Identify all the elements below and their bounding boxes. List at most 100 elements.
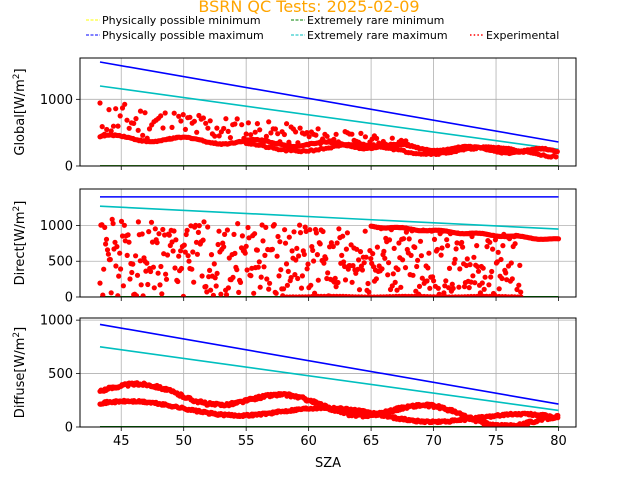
data-point — [205, 224, 211, 230]
data-point — [110, 220, 116, 227]
data-point — [315, 126, 321, 132]
data-point — [199, 273, 205, 279]
data-point — [252, 231, 258, 237]
data-point — [205, 125, 211, 131]
data-point — [144, 260, 150, 266]
data-point — [357, 249, 364, 255]
data-point — [254, 121, 260, 127]
data-point — [103, 241, 109, 247]
data-point — [323, 256, 329, 262]
data-point — [359, 267, 365, 273]
data-point — [166, 232, 172, 238]
data-point — [479, 280, 485, 286]
data-point — [274, 253, 280, 259]
data-point — [140, 293, 146, 297]
data-point — [208, 287, 214, 293]
data-point — [182, 249, 188, 255]
data-point — [400, 257, 406, 263]
data-point — [159, 291, 165, 297]
data-point — [488, 274, 494, 280]
data-point — [257, 127, 263, 133]
data-point — [189, 266, 195, 272]
data-point — [553, 154, 559, 160]
data-point — [145, 281, 151, 288]
data-point — [499, 275, 505, 282]
data-point — [180, 112, 186, 118]
data-point — [137, 258, 143, 264]
line-er-max — [99, 205, 559, 230]
data-point — [97, 100, 103, 106]
data-point — [459, 239, 465, 246]
data-point — [401, 236, 407, 242]
data-point — [117, 250, 123, 256]
data-point — [245, 224, 251, 231]
data-point — [163, 271, 169, 277]
data-point — [435, 285, 441, 291]
data-point — [227, 135, 233, 141]
data-point — [311, 258, 317, 264]
data-point — [406, 236, 412, 242]
data-point — [472, 280, 478, 286]
data-point — [213, 283, 219, 289]
data-point — [490, 246, 496, 252]
data-point — [460, 244, 466, 250]
data-point — [225, 128, 231, 134]
data-point — [124, 252, 130, 258]
data-point — [291, 229, 297, 235]
data-point — [394, 287, 400, 293]
data-point — [426, 250, 432, 256]
axes-frame — [79, 188, 577, 298]
legend-entry: Physically possible maximum — [86, 29, 264, 42]
data-point — [236, 289, 242, 295]
legend-label: Extremely rare maximum — [307, 29, 448, 42]
observations — [97, 216, 562, 297]
data-point — [294, 245, 300, 251]
data-point — [124, 117, 130, 123]
legend-entry: Extremely rare maximum — [291, 29, 448, 42]
data-point — [324, 133, 330, 139]
data-point — [508, 260, 514, 266]
data-point — [334, 240, 340, 246]
data-point — [441, 290, 447, 296]
data-point — [191, 279, 197, 285]
data-point — [554, 149, 560, 155]
data-point — [342, 263, 348, 270]
data-point — [148, 268, 154, 275]
data-point — [475, 268, 482, 274]
x-tick-label: 60 — [300, 434, 317, 449]
data-point — [301, 251, 307, 257]
data-point — [353, 270, 359, 276]
data-point — [119, 233, 126, 239]
y-axis-label: Diffuse[W/m2] — [12, 327, 28, 418]
data-point — [214, 125, 220, 131]
data-point — [113, 263, 119, 269]
data-point — [456, 284, 462, 290]
data-point — [239, 233, 245, 239]
data-point — [158, 113, 164, 119]
data-point — [210, 292, 216, 297]
data-point — [245, 120, 251, 126]
data-point — [180, 293, 186, 297]
data-point — [117, 113, 123, 119]
axes-frame — [79, 57, 577, 167]
data-point — [503, 270, 509, 276]
legend-label: Extremely rare minimum — [307, 14, 444, 27]
x-tick-label: 80 — [550, 434, 567, 449]
data-point — [242, 250, 248, 256]
data-point — [341, 259, 347, 265]
data-point — [190, 249, 196, 255]
data-point — [430, 274, 436, 280]
legend: Physically possible minimum Physically po… — [86, 14, 559, 42]
data-point — [487, 239, 493, 245]
data-point — [181, 242, 187, 248]
data-point — [232, 121, 238, 127]
data-point — [292, 272, 298, 278]
data-point — [354, 246, 360, 252]
data-point — [200, 237, 206, 243]
data-point — [225, 285, 231, 291]
legend-label: Experimental — [486, 29, 559, 42]
y-tick-label: 1000 — [40, 314, 73, 329]
data-point — [431, 278, 437, 284]
data-point — [518, 294, 524, 297]
data-point — [444, 237, 450, 243]
